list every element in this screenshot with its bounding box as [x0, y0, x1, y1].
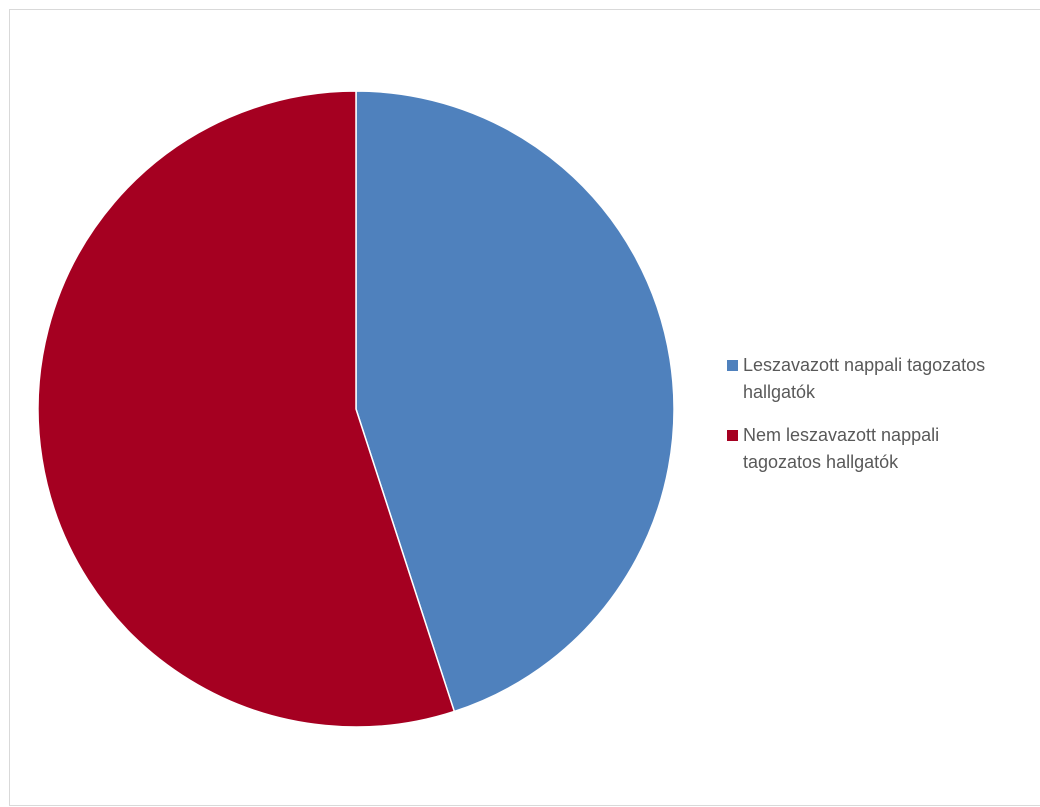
legend-label-line: Nem leszavazott nappali [743, 425, 940, 445]
legend-swatch-nem-leszavazott [727, 430, 738, 441]
chart-area: Leszavazott nappali tagozatos hallgatók … [9, 9, 1040, 806]
legend: Leszavazott nappali tagozatos hallgatók … [727, 352, 1040, 492]
legend-swatch-leszavazott [727, 360, 738, 371]
legend-entry-leszavazott: Leszavazott nappali tagozatos hallgatók [727, 352, 1040, 406]
legend-label-line: tagozatos hallgatók [743, 452, 899, 472]
legend-label-line: hallgatók [743, 382, 816, 402]
pie-slice-leszavazott [355, 90, 675, 713]
pie-slice-nem-leszavazott [37, 90, 456, 728]
legend-label-line: Leszavazott nappali tagozatos [743, 355, 986, 375]
legend-entry-nem-leszavazott: Nem leszavazott nappali tagozatos hallga… [727, 422, 1040, 476]
pie-chart [37, 90, 675, 728]
